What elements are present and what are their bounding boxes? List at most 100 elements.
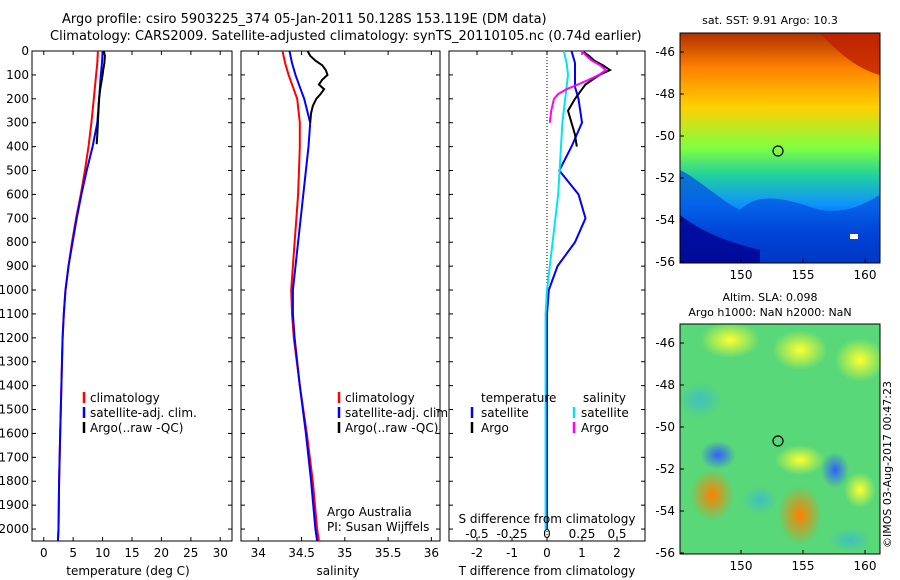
s-difference-tick-label: -0.5 — [465, 527, 488, 541]
depth-tick-label: 1800 — [0, 474, 29, 488]
s-difference-tick-label: 0.5 — [607, 527, 626, 541]
sst-map-frame — [679, 32, 881, 264]
legend-temperature-title: temperature — [481, 391, 556, 405]
sla-low-anomaly — [828, 528, 872, 552]
temperature-axes-frame — [31, 50, 233, 542]
sal-legend-argo-label: Argo(..raw -QC) — [345, 421, 438, 435]
depth-tick-label: 600 — [6, 187, 29, 201]
series-line — [548, 50, 608, 123]
sla-low-anomaly — [742, 486, 778, 514]
t-difference-xlabel: T difference from climatology — [458, 564, 636, 578]
depth-tick-label: 2000 — [0, 522, 29, 536]
map-lat-tick-label: -48 — [655, 87, 675, 101]
imos-watermark: ©IMOS 03-Aug-2017 00:47:23 — [881, 381, 894, 548]
sst-warm-region — [820, 33, 880, 75]
legend-t-satellite-label: satellite — [481, 406, 529, 420]
temperature-xlabel: temperature (deg C) — [66, 564, 189, 578]
depth-tick-label: 1400 — [0, 379, 29, 393]
depth-axis: 0 100 200 300 400 500 600 700 800 900 1000 1100 1200… — [0, 44, 232, 536]
salinity-x-axis: 34 34.5 35 35.5 36 — [251, 51, 439, 560]
sla-high-anomaly — [772, 330, 828, 370]
sla-low-anomaly — [821, 452, 849, 488]
depth-tick-label: 500 — [6, 164, 29, 178]
s-difference-tick-label: 0.25 — [569, 527, 596, 541]
map-lat-tick-label: -46 — [655, 336, 675, 350]
map-lon-tick-label: 160 — [854, 268, 877, 282]
temperature-x-tick-label: 25 — [183, 546, 198, 560]
sst-map-axes: -46 -48 -50 -52 -54 -56 150 155 160 — [655, 45, 876, 282]
salinity-x-tick-label: 36 — [424, 546, 439, 560]
legend-s-argo-label: Argo — [581, 421, 609, 435]
temperature-x-tick-label: 10 — [95, 546, 110, 560]
sla-high-anomaly — [775, 445, 825, 475]
series-line — [95, 50, 106, 145]
sla-map-axes: -46 -48 -50 -52 -54 -56 150 155 160 — [655, 336, 876, 573]
sla-high-anomaly — [778, 485, 822, 545]
difference-series — [544, 50, 613, 529]
sla-argo-location-marker — [772, 435, 784, 447]
map-lon-tick-label: 155 — [792, 559, 815, 573]
sla-low-anomaly — [678, 382, 722, 418]
sst-map-panel: sat. SST: 9.91 Argo: 10.3 -46 -48 -50 -52 -5… — [655, 14, 881, 282]
difference-panel: -2 -1 0 1 2 -0.5 -0.25 0 0.25 0.5 S difference f… — [448, 50, 646, 578]
sla-map-frame — [679, 323, 881, 555]
sla-map-title1: Altim. SLA: 0.098 — [722, 291, 817, 304]
map-lat-tick-label: -56 — [655, 255, 675, 269]
sal-legend-climatology-label: climatology — [345, 391, 415, 405]
series-line — [566, 50, 613, 147]
difference-s-axis: -0.5 -0.25 0 0.25 0.5 — [465, 527, 626, 541]
figure-title-line2: Climatology: CARS2009. Satellite-adjuste… — [50, 29, 642, 44]
depth-tick-label: 1700 — [0, 450, 29, 464]
t-difference-x-tick-label: 2 — [613, 546, 621, 560]
series-line — [546, 50, 587, 529]
map-lat-tick-label: -46 — [655, 45, 675, 59]
depth-tick-label: 800 — [6, 235, 29, 249]
depth-tick-label: 1100 — [0, 307, 29, 321]
credit-pi: PI: Susan Wijffels — [327, 520, 429, 534]
credit-argo-australia: Argo Australia — [327, 505, 412, 519]
s-difference-axis-label: S difference from climatology — [459, 512, 636, 526]
depth-tick-label: 1300 — [0, 355, 29, 369]
depth-tick-label: 1200 — [0, 331, 29, 345]
depth-tick-label: 300 — [6, 116, 29, 130]
series-line — [288, 50, 319, 542]
t-difference-x-tick-label: -1 — [506, 546, 518, 560]
depth-tick-label: 700 — [6, 211, 29, 225]
map-lat-tick-label: -52 — [655, 462, 675, 476]
legend-t-argo-label: Argo — [481, 421, 509, 435]
temperature-series — [56, 50, 106, 542]
depth-tick-label: 400 — [6, 140, 29, 154]
t-difference-x-tick-label: -2 — [471, 546, 483, 560]
depth-tick-label: 1900 — [0, 498, 29, 512]
map-lon-tick-label: 155 — [792, 268, 815, 282]
t-difference-x-tick-label: 0 — [543, 546, 551, 560]
legend-salinity-title: salinity — [583, 391, 626, 405]
sla-low-anomaly — [700, 441, 736, 469]
map-lon-tick-label: 160 — [854, 559, 877, 573]
series-line — [306, 50, 329, 123]
salinity-xlabel: salinity — [316, 564, 359, 578]
sst-argo-location-marker — [772, 145, 784, 157]
depth-tick-label: 100 — [6, 68, 29, 82]
map-lon-tick-label: 150 — [730, 268, 753, 282]
depth-tick-label: 1500 — [0, 403, 29, 417]
sst-cold-region — [680, 170, 880, 263]
difference-x-axis: -2 -1 0 1 2 — [471, 51, 621, 560]
sst-deep-cold-region — [680, 215, 760, 263]
temperature-x-axis: 0 5 10 15 20 25 30 — [40, 51, 228, 560]
legend-s-satellite-label: satellite — [581, 406, 629, 420]
sla-map-panel: Altim. SLA: 0.098 Argo h1000: NaN h2000:… — [655, 291, 885, 573]
sla-high-anomaly — [700, 322, 760, 358]
salinity-x-tick-label: 35.5 — [375, 546, 402, 560]
legend-climatology-label: climatology — [90, 391, 160, 405]
temperature-x-tick-label: 0 — [40, 546, 48, 560]
salinity-x-tick-label: 35 — [337, 546, 352, 560]
sst-map-title: sat. SST: 9.91 Argo: 10.3 — [702, 14, 838, 27]
temperature-x-tick-label: 20 — [154, 546, 169, 560]
salinity-depth-ticks — [241, 50, 440, 530]
salinity-panel: 34 34.5 35 35.5 36 salinity climatology sate… — [240, 50, 452, 578]
temperature-legend: climatology satellite-adj. clim. Argo(..… — [82, 391, 197, 435]
depth-tick-label: 1600 — [0, 426, 29, 440]
temperature-panel: 0100200300400500600700800900100011001200… — [0, 44, 233, 578]
